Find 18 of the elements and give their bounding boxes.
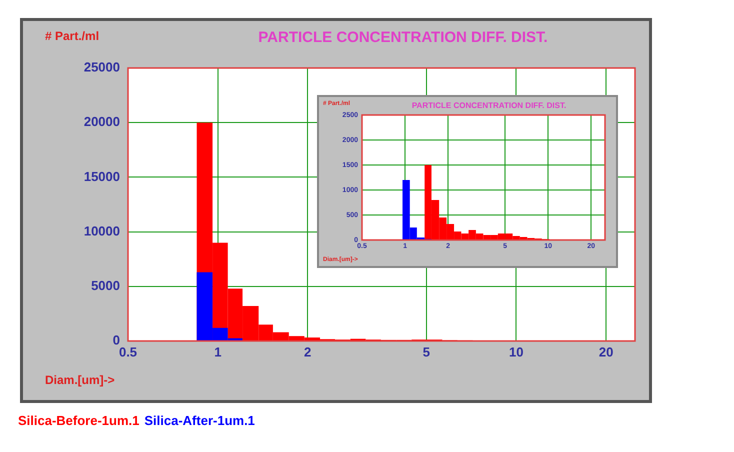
y-tick-label: 10000	[84, 223, 120, 238]
y-tick-label: 20000	[84, 114, 120, 130]
text: Silica-After-1um.1	[144, 413, 255, 428]
x-tick-label: 2	[304, 344, 312, 360]
x-tick-label: 0.5	[118, 344, 138, 360]
y-tick-label: 0	[112, 332, 120, 348]
text: Silica-Before-1um.1	[18, 413, 140, 428]
x-tick-label: 1	[214, 344, 222, 360]
y-tick-label: 25000	[84, 60, 120, 75]
x-tick-label: 5	[422, 344, 430, 360]
x-axis-title: Diam.[um]->	[45, 373, 115, 387]
y-tick-label: 15000	[84, 168, 120, 184]
x-tick-label: 10	[509, 344, 524, 360]
y-tick-label: 5000	[91, 278, 120, 293]
chart-title: PARTICLE CONCENTRATION DIFF. DIST.	[257, 29, 549, 46]
y-axis-title: # Part./ml	[45, 29, 100, 43]
chart-title: PARTICLE CONCENTRATION DIFF. DIST.	[410, 101, 568, 110]
x-tick-label: 20	[598, 344, 614, 360]
